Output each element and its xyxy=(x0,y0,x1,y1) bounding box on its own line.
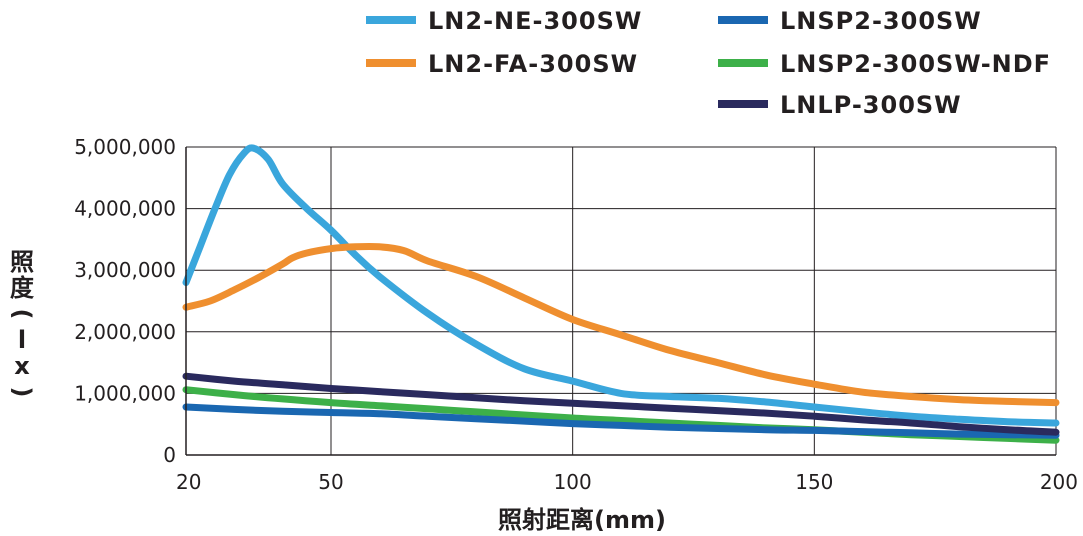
legend-label: LN2-NE-300SW xyxy=(428,7,642,35)
legend-swatch xyxy=(718,59,768,67)
y-tick-label: 2,000,000 xyxy=(74,320,176,344)
legend-swatch xyxy=(718,16,768,24)
y-axis-title: 照度 ( lx) xyxy=(8,248,36,397)
x-axis-title: 照射距离(mm) xyxy=(498,506,666,534)
y-axis-title-char: ( xyxy=(8,309,36,320)
y-axis-title-char: ) xyxy=(8,387,36,398)
x-tick-label: 20 xyxy=(176,470,201,494)
x-tick-label: 100 xyxy=(554,470,592,494)
plot-frame xyxy=(185,147,1056,456)
series-line-ln2-fa-300sw xyxy=(182,242,1060,407)
legend-item: LN2-FA-300SW xyxy=(366,50,638,78)
legend-label: LNLP-300SW xyxy=(780,91,962,119)
legend-item: LNSP2-300SW xyxy=(718,7,982,35)
y-tick-label: 1,000,000 xyxy=(74,381,176,405)
y-axis-title-char: x xyxy=(14,352,30,380)
legend-item: LN2-NE-300SW xyxy=(366,7,642,35)
x-axis-ticks: 20 50 100 150 200 xyxy=(176,470,1078,494)
legend-label: LNSP2-300SW xyxy=(780,7,982,35)
y-axis-title-char: l xyxy=(18,326,26,354)
x-tick-label: 50 xyxy=(318,470,343,494)
legend-item: LNSP2-300SW-NDF xyxy=(718,50,1051,78)
legend-label: LN2-FA-300SW xyxy=(428,50,638,78)
series-lines xyxy=(182,144,1060,444)
x-tick-label: 150 xyxy=(795,470,833,494)
legend: LN2-NE-300SW LN2-FA-300SW LNSP2-300SW LNSP2… xyxy=(366,7,1051,119)
series-line-ln2-ne-300sw xyxy=(182,144,1060,427)
y-axis-title-char: 度 xyxy=(10,274,35,302)
legend-swatch xyxy=(366,59,416,67)
legend-item: LNLP-300SW xyxy=(718,91,962,119)
legend-swatch xyxy=(366,16,416,24)
series-line-lnlp-300sw xyxy=(182,372,1060,436)
y-tick-label: 3,000,000 xyxy=(74,258,176,282)
y-tick-label: 4,000,000 xyxy=(74,197,176,221)
y-axis-title-char: 照 xyxy=(10,248,34,276)
y-axis-ticks: 0 1,000,000 2,000,000 3,000,000 4,000,000 5,0… xyxy=(74,135,176,467)
y-tick-label: 0 xyxy=(163,443,176,467)
y-tick-label: 5,000,000 xyxy=(74,135,176,159)
series-line-lnsp2-300sw xyxy=(182,403,1060,439)
x-tick-label: 200 xyxy=(1040,470,1078,494)
legend-label: LNSP2-300SW-NDF xyxy=(780,50,1051,78)
legend-swatch xyxy=(718,100,768,108)
